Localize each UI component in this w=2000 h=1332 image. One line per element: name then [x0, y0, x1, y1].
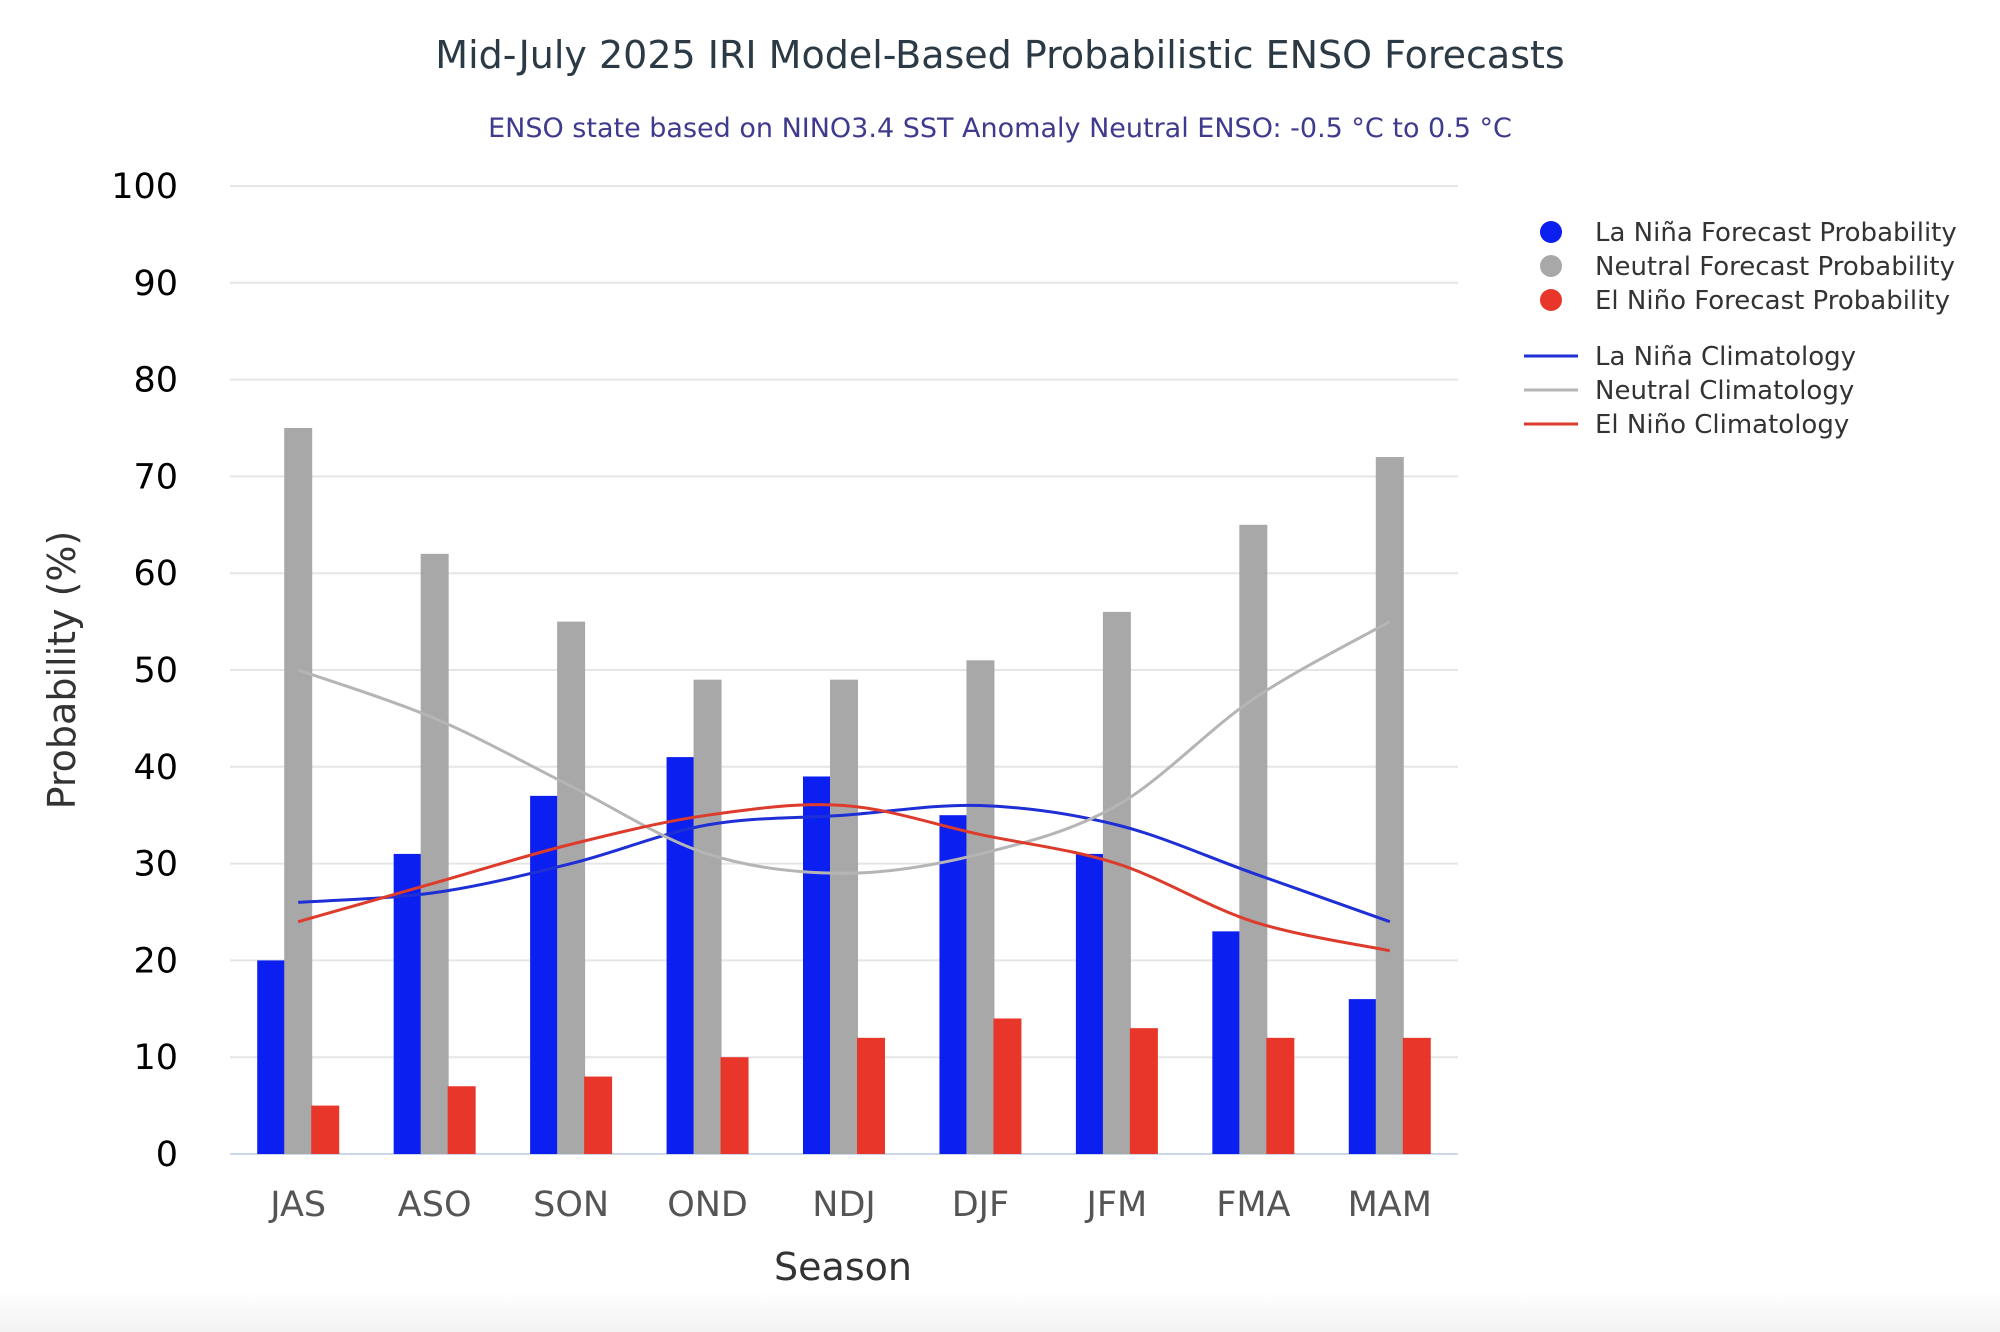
la-nina-forecast-probability-bars	[257, 757, 1377, 1154]
legend-label: Neutral Forecast Probability	[1595, 252, 1955, 282]
x-tick-label: ASO	[398, 1185, 472, 1225]
y-tick-label: 10	[133, 1038, 178, 1078]
neutral-forecast-probability-bar	[557, 621, 586, 1154]
y-tick-label: 20	[133, 941, 178, 981]
neutral-forecast-probability-bar	[693, 679, 722, 1154]
la-nina-forecast-probability-bar	[1348, 999, 1377, 1154]
la-nina-forecast-probability-bar	[803, 776, 831, 1154]
legend-marker	[1540, 221, 1562, 243]
el-nino-forecast-probability-bar	[311, 1105, 340, 1154]
legend-item-la-nina-climatology: La Niña Climatology	[1524, 342, 1856, 372]
x-tick-label: FMA	[1216, 1185, 1290, 1225]
legend-item-el-nino-climatology: El Niño Climatology	[1524, 410, 1849, 440]
el-nino-forecast-probability-bar	[1402, 1037, 1431, 1154]
legend-marker	[1540, 255, 1562, 277]
neutral-climatology-line	[297, 620, 1391, 875]
y-axis-ticks: 0 10 20 30 40 50 60 70 80 90 100	[111, 167, 178, 1175]
el-nino-forecast-probability-bar	[857, 1037, 885, 1154]
x-axis-title: Season	[774, 1245, 912, 1289]
el-nino-forecast-probability-bar	[993, 1018, 1022, 1154]
neutral-forecast-probability-bar	[420, 553, 449, 1154]
la-nina-forecast-probability-bar	[1075, 853, 1104, 1154]
y-tick-label: 80	[133, 361, 178, 401]
y-tick-label: 90	[133, 264, 178, 304]
y-tick-label: 60	[133, 554, 178, 594]
el-nino-forecast-probability-bar	[720, 1057, 749, 1154]
legend-label: El Niño Forecast Probability	[1595, 286, 1950, 316]
y-tick-label: 50	[133, 651, 178, 691]
la-nina-forecast-probability-bar	[939, 815, 968, 1154]
el-nino-forecast-probability-bar	[1129, 1028, 1158, 1154]
line-series	[297, 620, 1391, 953]
y-tick-label: 0	[156, 1135, 178, 1175]
el-nino-forecast-probability-bars	[311, 1018, 1431, 1154]
la-nina-forecast-probability-bar	[393, 853, 422, 1154]
legend-marker	[1540, 289, 1562, 311]
x-tick-label: DJF	[952, 1185, 1009, 1225]
y-axis-title: Probability (%)	[40, 531, 84, 810]
neutral-forecast-probability-bar	[1375, 457, 1404, 1154]
neutral-forecast-probability-bar	[830, 679, 858, 1154]
chart-subtitle: ENSO state based on NINO3.4 SST Anomaly …	[488, 113, 1512, 144]
legend-label: La Niña Forecast Probability	[1595, 218, 1957, 248]
bottom-edge-band	[0, 1292, 2000, 1332]
legend-label: Neutral Climatology	[1595, 376, 1854, 406]
x-tick-label: JAS	[268, 1185, 326, 1225]
x-tick-label: OND	[667, 1185, 748, 1225]
neutral-forecast-probability-bar	[1102, 611, 1131, 1154]
y-tick-label: 30	[133, 845, 178, 885]
el-nino-forecast-probability-bar	[584, 1076, 613, 1154]
x-tick-label: JFM	[1085, 1185, 1148, 1225]
chart-title: Mid-July 2025 IRI Model-Based Probabilis…	[435, 33, 1564, 77]
neutral-forecast-probability-bar	[284, 428, 313, 1154]
x-tick-label: SON	[533, 1185, 609, 1225]
la-nina-forecast-probability-bar	[530, 795, 559, 1154]
y-tick-label: 40	[133, 748, 178, 788]
y-tick-label: 70	[133, 457, 178, 497]
legend-label: El Niño Climatology	[1595, 410, 1849, 440]
neutral-forecast-probability-bar	[1239, 524, 1268, 1154]
la-nina-forecast-probability-bar	[257, 960, 286, 1154]
neutral-forecast-probability-bars	[284, 428, 1404, 1154]
x-tick-label: NDJ	[812, 1185, 875, 1225]
legend-item-la-nina-forecast-probability: La Niña Forecast Probability	[1540, 218, 1957, 248]
legend-item-el-nino-forecast-probability: El Niño Forecast Probability	[1540, 286, 1950, 316]
neutral-forecast-probability-bar	[966, 660, 995, 1154]
el-nino-forecast-probability-bar	[1266, 1037, 1295, 1154]
bar-series	[257, 428, 1431, 1154]
y-tick-label: 100	[111, 167, 178, 207]
el-nino-climatology-line	[297, 803, 1391, 953]
legend-item-neutral-climatology: Neutral Climatology	[1524, 376, 1854, 406]
legend: La Niña Forecast Probability Neutral Fore…	[1524, 218, 1957, 440]
la-nina-climatology-line	[298, 803, 1391, 924]
x-tick-label: MAM	[1348, 1185, 1432, 1225]
legend-label: La Niña Climatology	[1595, 342, 1856, 372]
el-nino-forecast-probability-bar	[447, 1086, 476, 1154]
la-nina-forecast-probability-bar	[1212, 931, 1241, 1154]
la-nina-forecast-probability-bar	[666, 757, 695, 1154]
legend-item-neutral-forecast-probability: Neutral Forecast Probability	[1540, 252, 1955, 282]
x-axis-ticks: JAS ASO SON OND NDJ DJF JFM FMA MAM	[268, 1185, 1432, 1225]
